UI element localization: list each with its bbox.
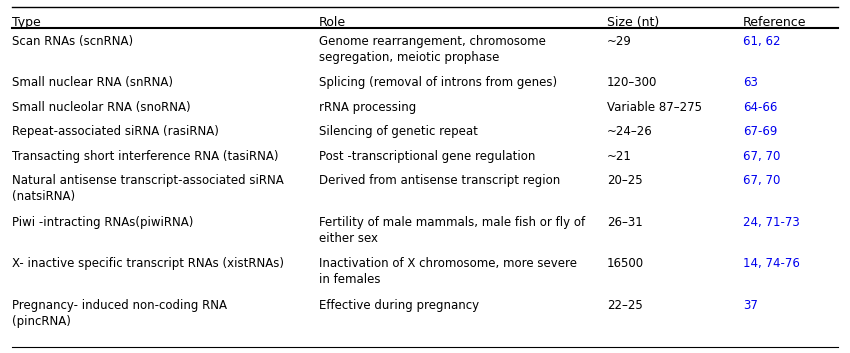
Text: Silencing of genetic repeat: Silencing of genetic repeat	[319, 125, 478, 138]
Text: Effective during pregnancy: Effective during pregnancy	[319, 299, 479, 312]
Text: Scan RNAs (scnRNA): Scan RNAs (scnRNA)	[12, 35, 133, 48]
Text: Small nuclear RNA (snRNA): Small nuclear RNA (snRNA)	[12, 76, 173, 89]
Text: 20–25: 20–25	[607, 174, 643, 187]
Text: 61, 62: 61, 62	[743, 35, 780, 48]
Text: Small nucleolar RNA (snoRNA): Small nucleolar RNA (snoRNA)	[12, 101, 190, 114]
Text: 14, 74-76: 14, 74-76	[743, 257, 800, 270]
Text: Genome rearrangement, chromosome
segregation, meiotic prophase: Genome rearrangement, chromosome segrega…	[319, 35, 546, 64]
Text: 64-66: 64-66	[743, 101, 777, 114]
Text: Fertility of male mammals, male fish or fly of
either sex: Fertility of male mammals, male fish or …	[319, 216, 585, 245]
Text: 67-69: 67-69	[743, 125, 777, 138]
Text: Derived from antisense transcript region: Derived from antisense transcript region	[319, 174, 560, 187]
Text: Reference: Reference	[743, 16, 806, 29]
Text: Post -transcriptional gene regulation: Post -transcriptional gene regulation	[319, 150, 536, 163]
Text: 37: 37	[743, 299, 757, 312]
Text: 120–300: 120–300	[607, 76, 658, 89]
Text: rRNA processing: rRNA processing	[319, 101, 416, 114]
Text: 22–25: 22–25	[607, 299, 643, 312]
Text: Repeat-associated siRNA (rasiRNA): Repeat-associated siRNA (rasiRNA)	[12, 125, 218, 138]
Text: 26–31: 26–31	[607, 216, 643, 229]
Text: ~21: ~21	[607, 150, 632, 163]
Text: ~24–26: ~24–26	[607, 125, 653, 138]
Text: Piwi -intracting RNAs(piwiRNA): Piwi -intracting RNAs(piwiRNA)	[12, 216, 193, 229]
Text: ~29: ~29	[607, 35, 632, 48]
Text: Size (nt): Size (nt)	[607, 16, 660, 29]
Text: Variable 87–275: Variable 87–275	[607, 101, 702, 114]
Text: Transacting short interference RNA (tasiRNA): Transacting short interference RNA (tasi…	[12, 150, 278, 163]
Text: Inactivation of X chromosome, more severe
in females: Inactivation of X chromosome, more sever…	[319, 257, 577, 286]
Text: 67, 70: 67, 70	[743, 174, 780, 187]
Text: Pregnancy- induced non-coding RNA
(pincRNA): Pregnancy- induced non-coding RNA (pincR…	[12, 299, 227, 328]
Text: Splicing (removal of introns from genes): Splicing (removal of introns from genes)	[319, 76, 558, 89]
Text: 16500: 16500	[607, 257, 644, 270]
Text: Role: Role	[319, 16, 346, 29]
Text: Natural antisense transcript-associated siRNA
(natsiRNA): Natural antisense transcript-associated …	[12, 174, 283, 203]
Text: 67, 70: 67, 70	[743, 150, 780, 163]
Text: 24, 71-73: 24, 71-73	[743, 216, 800, 229]
Text: Type: Type	[12, 16, 40, 29]
Text: 63: 63	[743, 76, 757, 89]
Text: X- inactive specific transcript RNAs (xistRNAs): X- inactive specific transcript RNAs (xi…	[12, 257, 284, 270]
